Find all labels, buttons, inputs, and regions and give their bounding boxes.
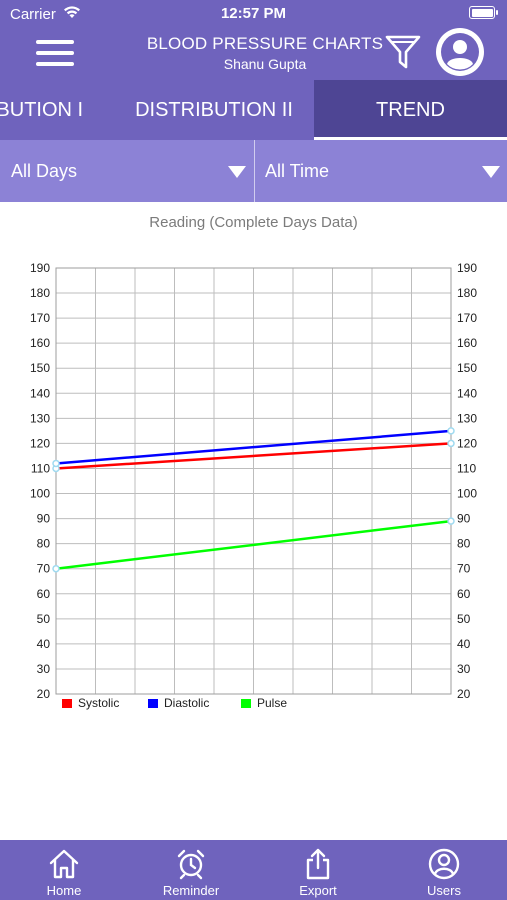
y-tick-label-right: 170 (457, 311, 477, 325)
legend-swatch-systolic (62, 699, 72, 708)
y-tick-label-right: 60 (457, 587, 471, 601)
carrier-label: Carrier (10, 6, 56, 23)
days-dropdown-value: All Days (11, 161, 78, 181)
y-tick-label-right: 150 (457, 361, 477, 375)
user-name: Shanu Gupta (223, 56, 307, 72)
plot-area-border (55, 267, 452, 695)
y-tick-label-left: 120 (30, 436, 50, 450)
y-tick-label-right: 90 (457, 512, 471, 526)
users-icon (428, 848, 460, 880)
tab-reminder[interactable]: Reminder (141, 840, 241, 900)
data-point-pulse (52, 564, 60, 573)
y-tick-label-right: 30 (457, 662, 471, 676)
y-tick-label-right: 20 (457, 687, 471, 701)
y-tick-label-right: 100 (457, 487, 477, 501)
y-tick-label-left: 50 (37, 612, 51, 626)
y-tick-label-right: 120 (457, 436, 477, 450)
trend-line-chart: 20 20 30 30 40 40 50 50 60 60 70 70 80 80 90 90 100 100 11… (30, 261, 477, 710)
tab-home[interactable]: Home (14, 840, 114, 900)
y-tick-label-right: 180 (457, 286, 477, 300)
tab-export[interactable]: Export (268, 840, 368, 900)
series-line-diastolic (55, 429, 452, 465)
tab-export-label: Export (299, 883, 337, 898)
tab-users-label: Users (427, 883, 461, 898)
status-bar: Carrier 12:57 PM (0, 0, 507, 28)
y-tick-label-left: 190 (30, 261, 50, 275)
chart-tabs: DISTRIBUTION I DISTRIBUTION II TREND (0, 80, 507, 140)
filter-funnel-icon[interactable] (384, 32, 422, 72)
days-dropdown[interactable]: All Days (0, 140, 254, 202)
tab-users[interactable]: Users (394, 840, 494, 900)
y-tick-label-left: 80 (37, 537, 51, 551)
y-tick-label-left: 40 (37, 637, 51, 651)
filter-divider (254, 140, 255, 202)
y-tick-label-right: 190 (457, 261, 477, 275)
y-tick-label-left: 130 (30, 411, 50, 425)
y-tick-label-left: 170 (30, 311, 50, 325)
dropdown-arrow-icon (228, 166, 246, 178)
y-tick-label-left: 160 (30, 336, 50, 350)
y-tick-label-right: 40 (457, 637, 471, 651)
tab-distribution-1[interactable]: DISTRIBUTION I (0, 99, 84, 121)
bottom-tab-bar: Home Reminder Export Users (0, 840, 507, 900)
y-tick-label-left: 60 (37, 587, 51, 601)
filter-bar: All Days All Time (0, 140, 507, 202)
legend-swatch-diastolic (148, 699, 158, 708)
time-period-dropdown-value: All Time (265, 161, 330, 181)
y-tick-label-right: 160 (457, 336, 477, 350)
battery-icon (469, 6, 498, 19)
clock-time: 12:57 PM (220, 5, 287, 22)
y-tick-label-right: 50 (457, 612, 471, 626)
header-titles: BLOOD PRESSURE CHARTS Shanu Gupta (110, 34, 420, 72)
y-tick-label-right: 80 (457, 537, 471, 551)
legend-label-pulse: Pulse (257, 696, 287, 710)
legend-label-systolic: Systolic (78, 696, 119, 710)
alarm-clock-icon (177, 849, 205, 880)
tab-distribution-2[interactable]: DISTRIBUTION II (135, 99, 293, 121)
y-tick-label-left: 180 (30, 286, 50, 300)
wifi-icon (62, 4, 82, 25)
data-point-systolic (447, 439, 455, 448)
legend-swatch-pulse (241, 699, 251, 708)
y-tick-label-left: 70 (37, 562, 51, 576)
home-icon (49, 849, 79, 879)
chart-title: Reading (Complete Days Data) (149, 214, 358, 231)
y-tick-label-left: 100 (30, 487, 50, 501)
legend-label-diastolic: Diastolic (164, 696, 209, 710)
series-line-systolic (55, 442, 452, 470)
hamburger-menu-icon[interactable] (36, 38, 76, 68)
dropdown-arrow-icon (482, 166, 500, 178)
y-tick-label-right: 140 (457, 386, 477, 400)
data-point-diastolic (447, 427, 455, 435)
y-tick-label-left: 20 (37, 687, 51, 701)
tab-home-label: Home (46, 883, 82, 898)
y-tick-label-right: 110 (457, 461, 476, 475)
y-tick-label-left: 150 (30, 361, 50, 375)
y-tick-label-left: 140 (30, 386, 50, 400)
tab-trend[interactable]: TREND (314, 80, 507, 140)
data-point-pulse (447, 517, 455, 525)
time-period-dropdown[interactable]: All Time (254, 140, 507, 202)
page-title: BLOOD PRESSURE CHARTS (146, 34, 384, 53)
y-tick-label-left: 30 (37, 662, 51, 676)
series-line-pulse (55, 519, 452, 570)
data-point-diastolic (52, 459, 60, 468)
tab-reminder-label: Reminder (162, 883, 220, 898)
profile-avatar-icon[interactable] (436, 28, 484, 76)
y-tick-label-left: 110 (31, 461, 50, 475)
y-tick-label-right: 130 (457, 411, 477, 425)
y-tick-label-left: 90 (37, 512, 51, 526)
y-tick-label-right: 70 (457, 562, 471, 576)
app-header: BLOOD PRESSURE CHARTS Shanu Gupta (0, 28, 507, 80)
export-icon (306, 848, 330, 880)
